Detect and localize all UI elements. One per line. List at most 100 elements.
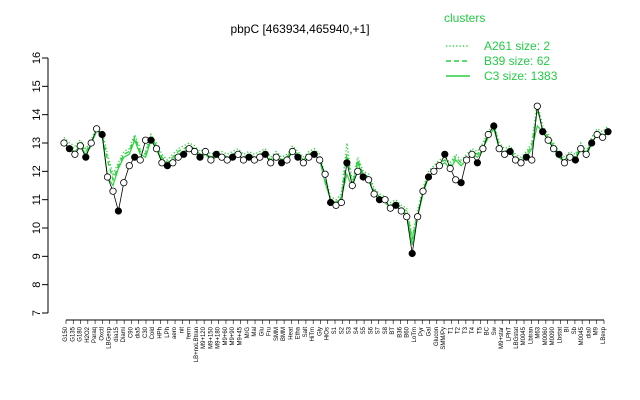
x-tick-label: T1	[448, 326, 454, 334]
data-point	[462, 156, 471, 164]
data-point	[185, 145, 193, 153]
data-point	[413, 213, 422, 221]
data-point	[158, 159, 166, 167]
data-point	[207, 156, 215, 164]
x-tick-label: Sb	[572, 326, 578, 334]
data-point	[60, 139, 68, 147]
x-tick-label: HPh	[158, 327, 164, 339]
x-tick-label: S5	[361, 326, 367, 334]
x-tick-label: BMM	[281, 327, 287, 341]
x-tick-label: T4	[470, 326, 476, 334]
data-point	[528, 156, 536, 164]
data-point	[424, 173, 433, 181]
x-tick-label: M9+150	[208, 326, 214, 349]
data-point	[76, 142, 84, 150]
data-point	[533, 102, 541, 110]
data-point	[364, 176, 373, 184]
data-point	[103, 173, 112, 181]
data-point	[566, 153, 574, 161]
x-tick-label: SMM	[274, 327, 280, 341]
x-tick-label: S2	[339, 326, 345, 334]
x-tick-label: B36	[397, 326, 403, 337]
data-point	[131, 153, 139, 161]
x-tick-label: T5	[477, 326, 483, 334]
x-tick-label: M63	[536, 326, 542, 338]
data-point	[283, 156, 291, 164]
y-tick-label: 13	[31, 137, 43, 149]
x-tick-label: M9+120	[201, 326, 207, 349]
data-point	[87, 139, 95, 147]
y-tick-label: 7	[31, 310, 43, 316]
y-tick-label: 11	[31, 194, 43, 205]
x-tick-label: Etha	[296, 326, 302, 339]
x-tick-label: LoTm	[412, 327, 418, 342]
data-point	[549, 145, 558, 153]
legend-title: clusters	[444, 11, 485, 25]
legend-label: C3 size: 1383	[484, 69, 558, 83]
data-point	[299, 159, 307, 167]
x-tick-label: G150	[63, 326, 69, 341]
data-point	[65, 145, 74, 153]
data-point	[457, 179, 465, 187]
x-tick-label: C90	[128, 326, 134, 338]
x-tick-label: nit	[179, 327, 185, 334]
data-point	[305, 153, 313, 161]
data-point	[403, 213, 411, 221]
x-tick-label: T2	[456, 326, 462, 334]
x-tick-label: dia5	[136, 326, 142, 338]
x-tick-label: S8	[383, 326, 389, 334]
data-point	[386, 204, 394, 212]
x-tick-label: Gal	[427, 327, 433, 336]
data-point	[370, 190, 378, 198]
data-point	[577, 145, 585, 153]
data-points	[60, 102, 612, 258]
data-point	[500, 150, 509, 158]
x-tick-label: M0045	[579, 326, 585, 345]
x-tick-label: B60	[405, 326, 411, 337]
x-tick-label: M9+45	[237, 326, 243, 345]
x-tick-label: Fru	[267, 327, 273, 336]
data-point	[582, 150, 590, 158]
data-point	[588, 139, 596, 147]
data-point	[544, 136, 552, 144]
x-tick-label: BT	[390, 327, 396, 335]
data-point	[598, 133, 607, 141]
data-point	[114, 207, 123, 215]
x-tick-label: dia15	[114, 326, 120, 341]
data-point	[310, 150, 318, 158]
x-tick-label: S1	[332, 326, 338, 334]
data-point	[419, 187, 427, 195]
data-point	[539, 128, 547, 136]
series-lines	[63, 103, 609, 246]
x-tick-label: Pyr	[419, 327, 425, 336]
data-point	[180, 150, 188, 158]
data-point	[316, 156, 324, 164]
data-point	[468, 150, 476, 158]
data-point	[511, 156, 520, 164]
x-tick-label: M0045	[521, 326, 527, 345]
data-point	[120, 179, 128, 187]
data-point	[560, 159, 569, 167]
x-tick-label: C30	[143, 326, 149, 338]
x-tick-label: G180	[78, 326, 84, 341]
x-tick-label: ferm	[187, 327, 193, 339]
x-tick-label: Cold	[150, 327, 156, 339]
data-point	[163, 162, 171, 170]
x-tick-label: M0060	[543, 326, 549, 345]
x-tick-label: LBexp	[601, 326, 607, 344]
data-point	[136, 156, 144, 164]
data-point	[479, 145, 487, 153]
data-point	[272, 153, 280, 161]
data-point	[381, 196, 389, 204]
data-point	[484, 130, 492, 139]
data-point	[71, 150, 79, 158]
x-tick-label: Paraq	[92, 327, 98, 343]
data-point	[348, 181, 356, 190]
x-tick-label: HiOs	[325, 327, 331, 340]
data-point	[517, 159, 525, 167]
x-tick-label: LBGexp	[107, 326, 113, 348]
data-point	[446, 164, 454, 173]
data-point	[473, 159, 481, 167]
data-point	[397, 207, 405, 215]
data-point	[212, 150, 220, 158]
